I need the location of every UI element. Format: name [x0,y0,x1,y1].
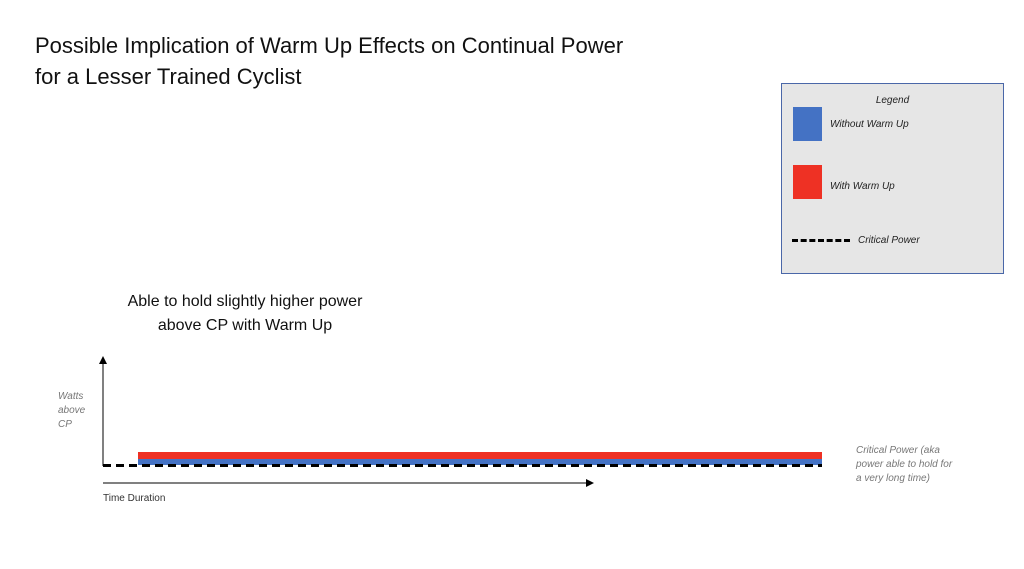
legend-box: Legend Without Warm Up With Warm Up Crit… [781,83,1004,274]
with-warm-up-bar [138,452,822,459]
annotation-line-1: Able to hold slightly higher power [127,293,363,310]
title-line-1: Possible Implication of Warm Up Effects … [35,33,624,58]
y-axis-label-line-2: above [58,405,86,416]
y-axis-label-line-3: CP [58,419,72,430]
legend-swatch-without-warm-up [793,107,822,141]
critical-power-note-line-2: power able to hold for [856,459,953,470]
y-axis-label-line-1: Watts [58,391,84,402]
legend-label-critical-power: Critical Power [858,235,920,246]
title-line-2: for a Lesser Trained Cyclist [35,64,302,89]
legend-title: Legend [875,95,910,106]
legend-swatch-with-warm-up [793,165,822,199]
critical-power-note-line-3: a very long time) [856,473,930,484]
legend-label-with-warm-up: With Warm Up [830,181,895,192]
annotation-line-2: above CP with Warm Up [157,317,333,334]
y-axis-label: Watts above CP [58,390,85,432]
critical-power-note: Critical Power (aka power able to hold f… [856,444,952,486]
page-title: Possible Implication of Warm Up Effects … [35,30,623,92]
legend-critical-power-line [792,239,850,242]
critical-power-note-line-1: Critical Power (aka [856,445,940,456]
x-axis-label: Time Duration [103,493,166,504]
annotation-text: Able to hold slightly higher power above… [100,290,390,338]
without-warm-up-bar [138,459,822,465]
legend-label-without-warm-up: Without Warm Up [830,119,909,130]
